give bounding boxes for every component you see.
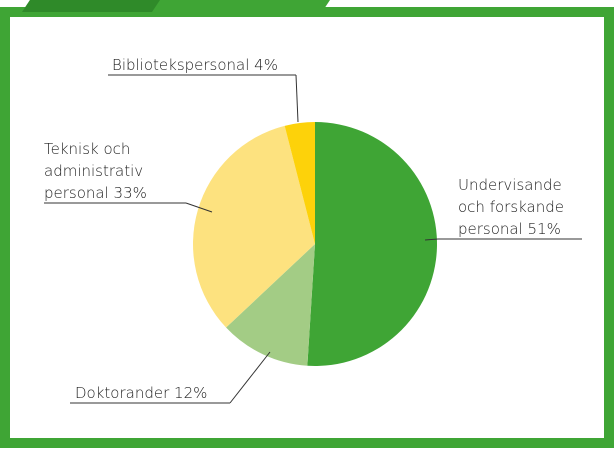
pie-slice — [193, 125, 315, 328]
leader-line — [185, 202, 213, 213]
pie-slice — [307, 122, 438, 367]
tab-accent — [22, 0, 160, 12]
slice-label: Doktorander 12% — [75, 384, 207, 402]
leader-line — [229, 351, 271, 404]
slice-label: personal 51% — [458, 220, 561, 238]
slice-label: Undervisande — [458, 176, 562, 194]
slice-label: och forskande — [458, 198, 564, 216]
leader-line — [424, 238, 439, 241]
slice-label: Teknisk och — [44, 140, 130, 158]
slice-label: personal 33% — [44, 184, 147, 202]
slice-label: Bibliotekspersonal 4% — [112, 56, 278, 74]
leader-line — [295, 74, 299, 123]
slice-label: administrativ — [44, 162, 143, 180]
pie-slice — [226, 244, 315, 366]
pie-slice — [284, 122, 315, 244]
